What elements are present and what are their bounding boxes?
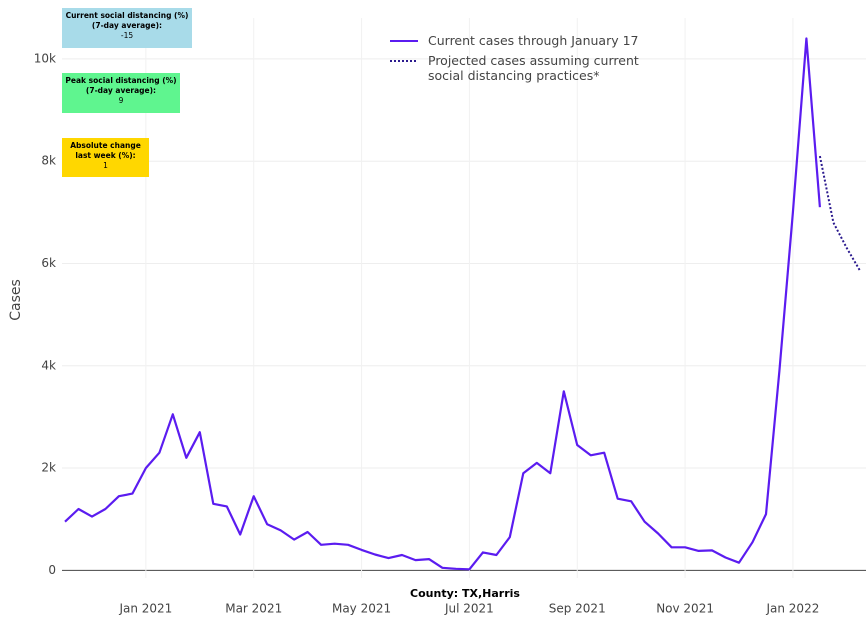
legend-swatch [390, 40, 418, 42]
legend-swatch [390, 60, 418, 62]
annotation-text: (7-day average): [91, 21, 163, 30]
legend-item: Current cases through January 17 [388, 33, 658, 49]
x-axis-label: County: TX,Harris [410, 587, 520, 600]
y-tick-label: 4k [41, 358, 56, 372]
annotation-box: Peak social distancing (%) (7-day average… [62, 73, 180, 113]
x-tick-label: Sep 2021 [549, 602, 606, 616]
annotation-text: -15 [120, 31, 134, 40]
series-line [64, 37, 821, 571]
y-axis-label: Cases [8, 279, 24, 321]
annotation-text: Peak social distancing (%) [65, 76, 177, 85]
legend-label: Projected cases assuming current social … [428, 53, 639, 83]
x-tick-label: Nov 2021 [656, 602, 714, 616]
x-tick-label: Jul 2021 [444, 602, 494, 616]
legend-label: Current cases through January 17 [428, 33, 639, 48]
x-tick-label: Mar 2021 [225, 602, 282, 616]
annotation-text: 1 [103, 161, 108, 170]
legend-item: Projected cases assuming current social … [388, 53, 658, 83]
y-tick-label: 10k [34, 51, 56, 65]
y-tick-label: 0 [48, 563, 56, 577]
annotation-box: Absolute change last week (%): 1 [62, 138, 149, 177]
annotation-box: Current social distancing (%) (7-day aver… [62, 8, 192, 48]
legend: Current cases through January 17 Projecte… [388, 33, 658, 87]
x-tick-label: Jan 2021 [118, 602, 172, 616]
annotation-text: (7-day average): [85, 86, 157, 95]
annotation-text: Absolute change [70, 141, 141, 150]
annotation-text: last week (%): [75, 151, 136, 160]
annotation-text: Current social distancing (%) [65, 11, 189, 20]
series-line [818, 155, 862, 272]
y-tick-label: 6k [41, 256, 56, 270]
x-tick-label: May 2021 [332, 602, 391, 616]
x-tick-label: Jan 2022 [765, 602, 819, 616]
annotation-text: 9 [118, 96, 124, 105]
y-tick-label: 2k [41, 461, 56, 475]
y-tick-label: 8k [41, 154, 56, 168]
